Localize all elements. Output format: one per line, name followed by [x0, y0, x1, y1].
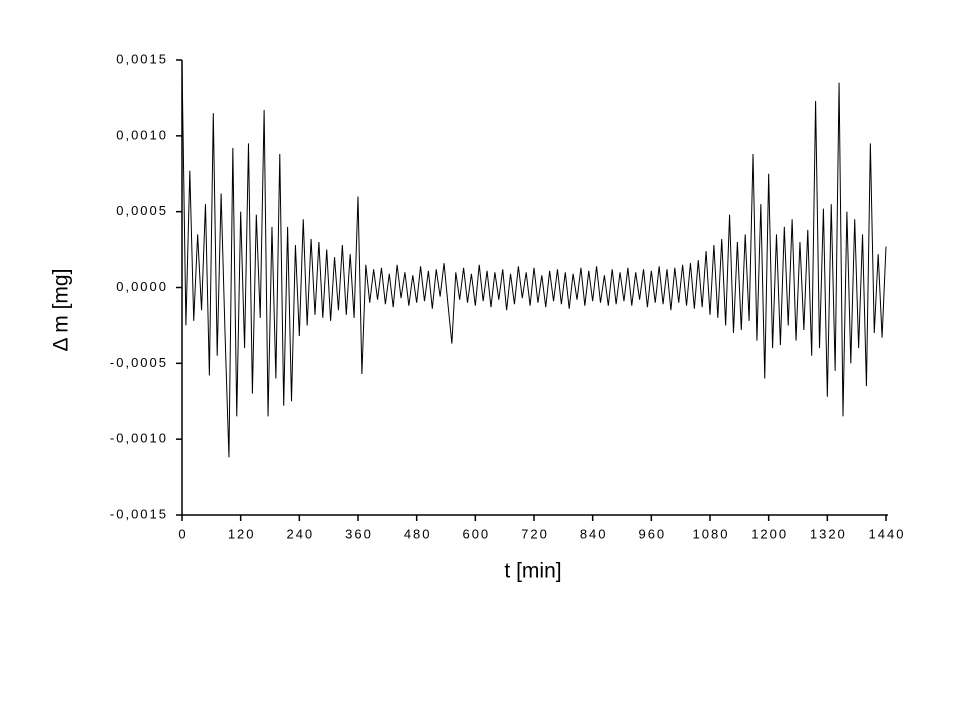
x-tick-label: 120 [228, 526, 256, 541]
y-tick-label: 0,0010 [116, 127, 168, 142]
y-tick-label: 0,0015 [116, 51, 168, 66]
x-tick-label: 480 [404, 526, 432, 541]
x-tick-label: 1080 [693, 526, 730, 541]
x-tick-label: 1440 [869, 526, 906, 541]
y-tick-label: -0,0015 [110, 506, 168, 521]
x-axis-title: t [min] [504, 560, 561, 583]
data-line [181, 63, 887, 458]
y-tick-label: 0,0005 [116, 203, 168, 218]
y-axis-title: Δ m [mg] [50, 269, 73, 352]
y-tick-label: -0,0010 [110, 431, 168, 446]
y-tick-label: 0,0000 [116, 279, 168, 294]
x-tick-label: 360 [345, 526, 373, 541]
x-tick-label: 840 [580, 526, 608, 541]
x-tick-label: 0 [178, 526, 187, 541]
x-tick-label: 1320 [810, 526, 847, 541]
x-tick-label: 720 [521, 526, 549, 541]
x-tick-label: 600 [462, 526, 490, 541]
x-tick-label: 240 [286, 526, 314, 541]
x-tick-label: 960 [638, 526, 666, 541]
y-tick-label: -0,0005 [110, 355, 168, 370]
x-tick-label: 1200 [751, 526, 788, 541]
